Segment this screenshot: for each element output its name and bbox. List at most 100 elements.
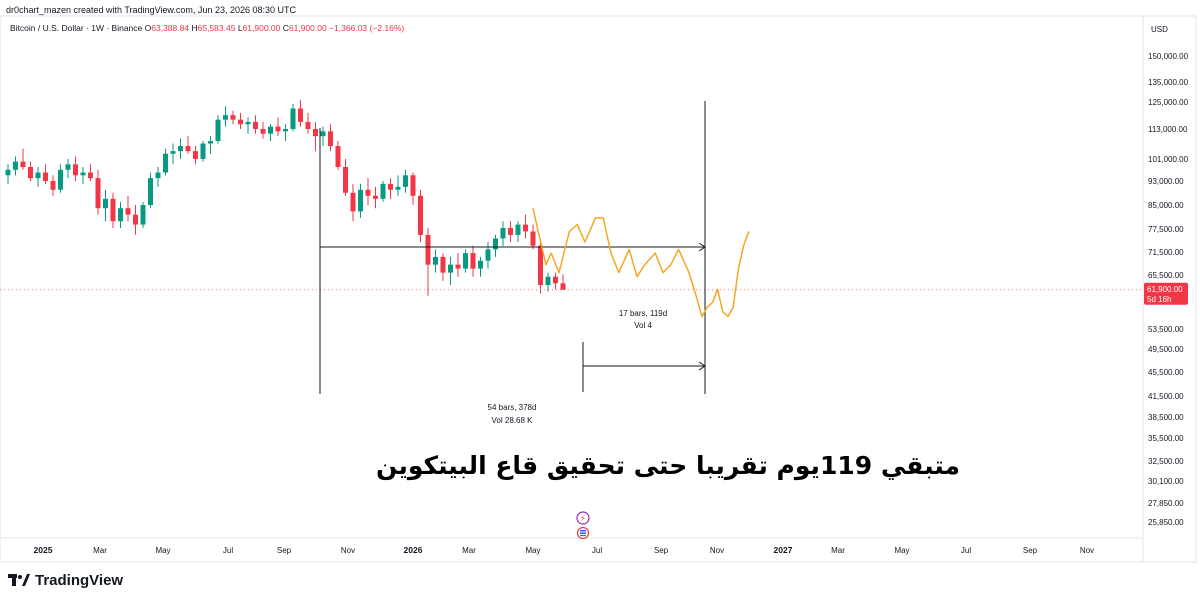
candle [245,117,251,134]
candle [523,214,528,239]
candle [298,99,303,127]
time-tick-label: Sep [277,546,292,555]
candle [403,169,408,193]
candle [283,124,288,142]
candle [515,221,521,243]
candle [50,175,56,196]
candle [358,183,363,218]
time-tick-label: 2027 [774,545,793,555]
time-tick-label: Mar [93,546,107,555]
candle [328,124,333,152]
candle [380,181,386,202]
high-value: 65,583.45 [197,23,236,33]
time-tick-label: Sep [654,546,669,555]
time-tick-label: Mar [831,546,845,555]
price-tick-label: 85,000.00 [1148,201,1184,210]
candle [35,167,41,187]
price-tick-label: 38,500.00 [1148,413,1184,422]
candle [140,201,146,228]
creator-line: dr0chart_mazen created with TradingView.… [6,5,296,15]
candle [275,117,281,137]
change-value: −1,366.03 (−2.16%) [329,23,405,33]
candle [65,158,71,179]
candle [290,104,296,132]
candle [43,164,48,184]
candle [170,143,176,165]
candle [553,272,558,290]
candle [470,245,476,277]
price-tick-label: 53,500.00 [1148,325,1184,334]
candle [88,164,93,182]
candle [208,136,213,154]
time-tick-label: May [525,546,540,555]
candle [268,124,273,142]
svg-text:⚡: ⚡ [580,514,586,523]
candle [335,141,341,170]
candle [560,274,566,290]
price-tick-label: 93,000.00 [1148,177,1184,186]
candle [110,192,116,228]
candle [500,221,506,246]
price-tick-label: 27,850.00 [1148,499,1184,508]
candle [365,178,371,206]
price-tick-label: 77,500.00 [1148,225,1184,234]
time-tick-label: 2026 [404,545,423,555]
candle [253,115,258,134]
candle [440,253,446,281]
candle [28,161,33,182]
candle [313,121,318,152]
candle [80,167,86,184]
candle [118,201,123,228]
measure-tool-2[interactable]: 17 bars, 119d Vol 4 [582,101,706,394]
currency-label: USD [1151,25,1168,34]
candle [493,234,498,257]
candle [508,221,513,243]
candle [545,272,551,292]
measure-2-bars: 17 bars, 119d [619,309,667,318]
candle [5,164,11,184]
candle [148,172,153,209]
candles-group [5,99,566,296]
price-tick-label: 30,100.00 [1148,477,1184,486]
price-tick-label: 65,500.00 [1148,271,1184,280]
tradingview-logo[interactable]: TradingView [8,572,123,589]
events-icon-group[interactable]: ⚡ [576,511,590,540]
time-tick-label: Nov [1080,546,1094,555]
candle [103,189,108,222]
open-label: O [144,23,152,33]
time-axis[interactable]: 2025 Mar May Jul Sep Nov 2026 Mar May Jul Sep Nov 20… [34,545,1095,555]
time-tick-label: Jul [592,546,602,555]
price-tick-label: 45,500.00 [1148,368,1184,377]
price-tick-label: 71,500.00 [1148,248,1184,257]
candle [260,121,266,139]
candle [95,169,101,215]
candle [125,195,131,222]
candle [373,186,378,209]
dividend-event-icon[interactable] [576,511,590,525]
candle [230,110,236,125]
candle [388,178,393,199]
candle [223,106,228,127]
current-price-badge [1144,282,1188,305]
price-tick-label: 135,000.00 [1148,78,1189,87]
high-label: H [191,23,198,33]
symbol-name[interactable]: Bitcoin / U.S. Dollar · 1W · Binance [10,23,143,33]
candle [343,158,348,196]
drawings-group: 54 bars, 378d Vol 28.68 K 17 bars, 119d Vol… [0,101,1143,540]
measure-2-vol: Vol 4 [634,321,652,330]
measure-tool-1[interactable]: 54 bars, 378d Vol 28.68 K [319,128,706,425]
price-tick-label: 125,000.00 [1148,98,1189,107]
candle [478,256,483,277]
price-axis[interactable]: USD 150,000.00 135,000.00 125,000.00 113,000… [1144,25,1189,527]
arabic-annotation[interactable]: متبقي 119يوم تقريبا حتى تحقيق قاع البيتك… [376,451,960,481]
low-label: L [237,23,243,33]
candle [58,164,63,193]
measure-1-vol: Vol 28.68 K [492,416,534,425]
candle [433,249,438,273]
candle [485,242,491,269]
countdown-label: 5d 16h [1147,295,1171,304]
time-tick-label: Jul [223,546,233,555]
price-tick-label: 25,850.00 [1148,518,1184,527]
projection-path[interactable] [532,208,750,318]
